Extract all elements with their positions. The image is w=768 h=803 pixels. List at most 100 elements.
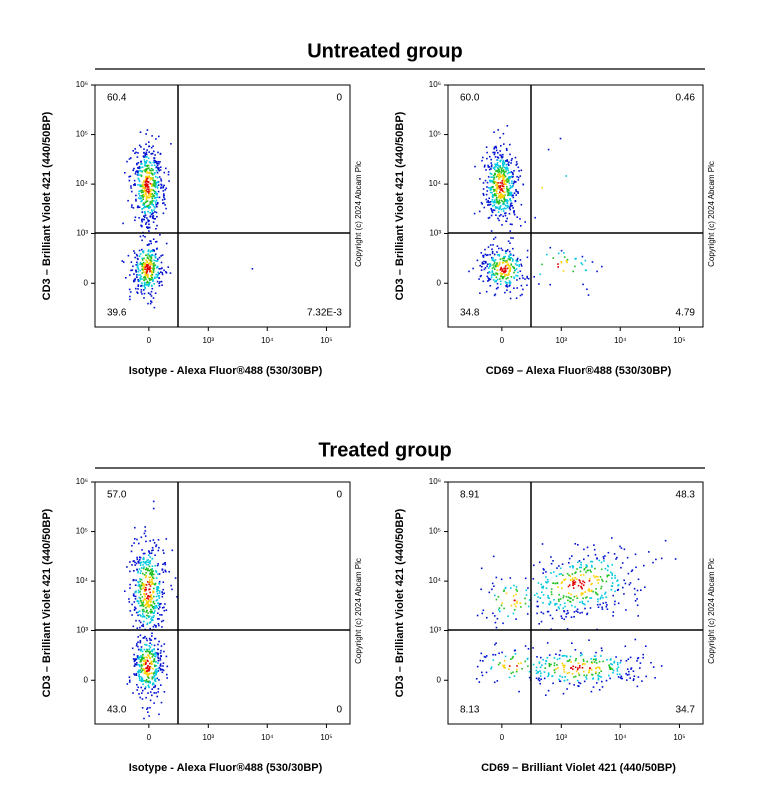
event-dot — [507, 189, 510, 192]
event-dot — [170, 143, 172, 145]
event-dot — [143, 276, 145, 279]
event-dot — [498, 263, 501, 265]
event-dot — [546, 578, 549, 581]
event-dot — [526, 658, 529, 660]
event-dot — [152, 267, 155, 269]
event-dot — [548, 663, 550, 665]
quadrant-events — [534, 137, 567, 219]
event-dot — [572, 665, 574, 668]
event-dot — [569, 566, 571, 568]
event-dot — [607, 565, 610, 568]
event-dot — [604, 593, 606, 595]
event-dot — [577, 561, 579, 564]
event-dot — [503, 162, 506, 165]
event-dot — [588, 590, 590, 592]
event-dot — [565, 615, 567, 618]
event-dot — [504, 212, 506, 215]
event-dot — [147, 684, 150, 687]
event-dot — [481, 263, 484, 265]
event-dot — [504, 250, 507, 252]
event-dot — [497, 195, 500, 198]
event-dot — [150, 213, 153, 216]
x-tick-label: 10⁵ — [673, 733, 685, 742]
event-dot — [141, 278, 143, 280]
event-dot — [574, 572, 576, 574]
event-dot — [136, 257, 139, 260]
event-dot — [497, 152, 499, 154]
event-dot — [597, 666, 599, 669]
event-dot — [579, 612, 581, 614]
event-dot — [148, 161, 151, 163]
event-dot — [151, 688, 153, 690]
y-tick-label: 10⁶ — [76, 477, 88, 486]
event-dot — [138, 165, 141, 168]
event-dot — [139, 605, 141, 607]
event-dot — [122, 261, 125, 263]
event-dot — [571, 604, 573, 607]
event-dot — [151, 683, 154, 686]
event-dot — [156, 215, 158, 218]
event-dot — [153, 702, 155, 704]
event-dot — [141, 219, 143, 222]
event-dot — [493, 193, 496, 196]
event-dot — [144, 670, 146, 673]
event-dot — [154, 605, 156, 608]
event-dot — [493, 274, 495, 276]
event-dot — [495, 165, 497, 168]
event-dot — [491, 273, 493, 276]
event-dot — [485, 290, 488, 293]
event-dot — [156, 653, 158, 656]
event-dot — [506, 187, 508, 190]
event-dot — [606, 569, 609, 572]
event-dot — [135, 590, 137, 593]
event-dot — [154, 217, 156, 220]
event-dot — [131, 269, 134, 271]
event-dot — [146, 200, 149, 202]
event-dot — [580, 652, 582, 654]
event-dot — [143, 590, 146, 592]
event-dot — [152, 183, 154, 185]
event-dot — [146, 581, 149, 583]
event-dot — [480, 567, 483, 570]
event-dot — [155, 240, 158, 243]
event-dot — [581, 611, 583, 614]
event-dot — [155, 175, 157, 178]
event-dot — [512, 655, 514, 658]
event-dot — [163, 609, 166, 612]
event-dot — [615, 656, 617, 658]
event-dot — [153, 164, 156, 167]
event-dot — [501, 651, 503, 654]
event-dot — [142, 561, 145, 563]
event-dot — [519, 294, 522, 297]
event-dot — [541, 543, 544, 545]
event-dot — [148, 196, 150, 199]
event-dot — [151, 632, 153, 635]
event-dot — [601, 606, 603, 609]
event-dot — [496, 617, 499, 620]
event-dot — [122, 222, 124, 225]
event-dot — [512, 671, 514, 674]
event-dot — [511, 194, 514, 197]
event-dot — [134, 148, 136, 150]
event-dot — [490, 186, 493, 188]
event-dot — [161, 267, 163, 269]
event-dot — [503, 179, 506, 182]
event-dot — [503, 183, 506, 185]
event-dot — [496, 192, 498, 195]
event-dot — [518, 690, 520, 693]
event-dot — [552, 582, 555, 584]
event-dot — [568, 584, 571, 586]
event-dot — [562, 607, 564, 609]
event-dot — [494, 654, 497, 656]
event-dot — [155, 668, 157, 671]
event-dot — [151, 276, 153, 279]
event-dot — [156, 247, 158, 250]
x-tick-label: 10⁵ — [673, 336, 685, 345]
event-dot — [493, 262, 496, 265]
event-dot — [153, 262, 155, 264]
event-dot — [483, 206, 486, 209]
event-dot — [146, 675, 149, 677]
event-dot — [510, 587, 512, 589]
event-dot — [142, 689, 144, 692]
event-dot — [547, 580, 549, 583]
